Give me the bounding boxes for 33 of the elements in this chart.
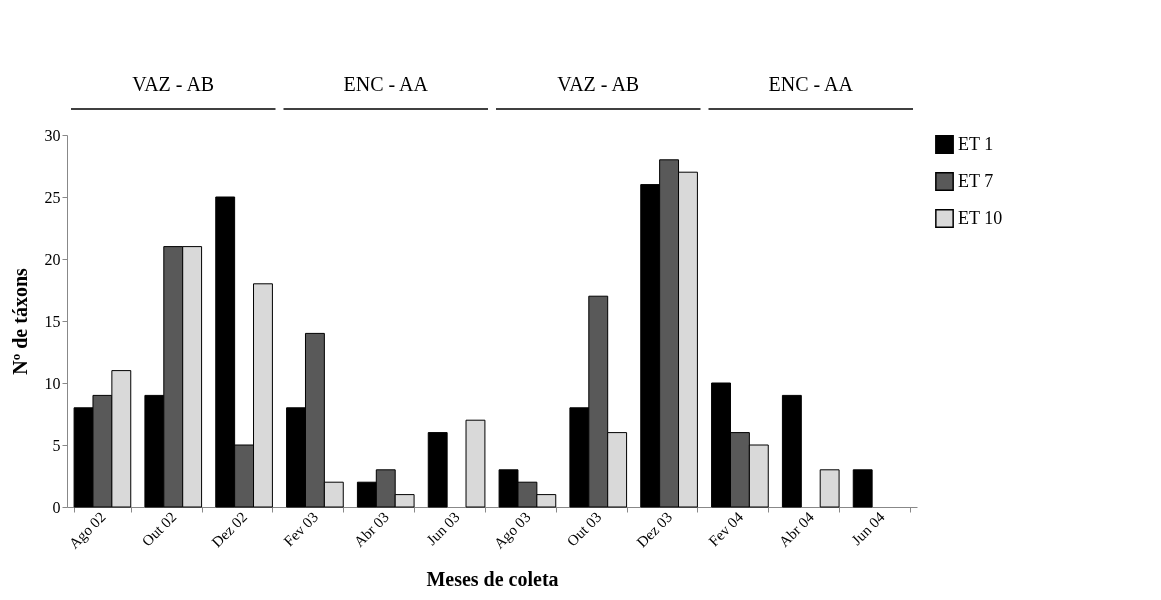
bar <box>819 469 840 508</box>
x-tick-label: Fev 04 <box>705 508 747 550</box>
x-tick-label: Abr 04 <box>775 508 818 550</box>
text: VAZ - AB <box>132 73 215 95</box>
y-tick-label: 25 <box>44 188 61 206</box>
x-tick-label: Dez 02 <box>208 508 251 551</box>
x-tick-label: Out 02 <box>138 508 180 550</box>
y-tick-label: 20 <box>44 250 61 268</box>
y-tick-label: 10 <box>44 374 61 392</box>
text: VAZ - AB <box>557 73 640 95</box>
bar <box>781 394 802 508</box>
x-tick-label: Jun 04 <box>848 508 889 549</box>
x-tick-label: Fev 03 <box>280 508 322 550</box>
y-tick-label: 0 <box>52 498 61 516</box>
legend-label: ET 1 <box>958 133 994 154</box>
bar <box>852 469 873 508</box>
x-tick-label: Abr 03 <box>350 508 392 550</box>
x-tick-label: Jun 03 <box>423 508 463 549</box>
legend-label: ET 7 <box>958 170 994 191</box>
bar <box>465 419 486 508</box>
x-tick-label: Ago 03 <box>490 508 534 552</box>
y-tick-label: 30 <box>44 126 61 144</box>
y-tick-label: 15 <box>44 312 61 330</box>
x-axis-title: Meses de coleta <box>426 567 559 590</box>
x-tick-label: Dez 03 <box>633 508 676 551</box>
text: ENC - AA <box>768 73 854 95</box>
bar <box>427 432 448 508</box>
legend-label: ET 10 <box>958 207 1003 228</box>
x-tick-label: Out 03 <box>563 508 605 550</box>
text: ENC - AA <box>343 73 429 95</box>
y-tick-label: 5 <box>52 436 61 454</box>
y-axis-title: Nº de táxons <box>8 267 31 375</box>
x-tick-label: Ago 02 <box>65 508 109 552</box>
